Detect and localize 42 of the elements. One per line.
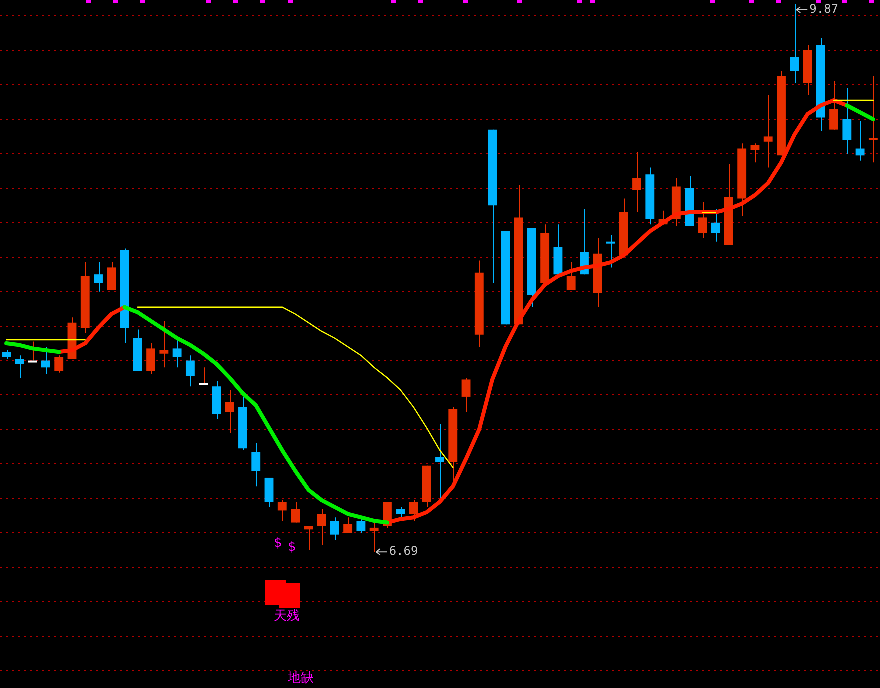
candlestick — [107, 262, 116, 291]
candlestick — [856, 120, 865, 162]
candlestick — [317, 508, 326, 546]
candlestick — [94, 262, 103, 292]
candlestick — [15, 355, 24, 379]
candlestick — [28, 341, 38, 363]
candlestick — [225, 390, 234, 434]
candlestick — [711, 208, 720, 242]
candlestick — [172, 340, 182, 368]
candlestick — [278, 500, 287, 522]
annotation: 9.87 — [810, 2, 839, 16]
candlestick — [698, 202, 708, 239]
candlestick — [344, 517, 353, 534]
candlestick — [370, 522, 379, 553]
candlestick — [632, 152, 642, 214]
text: 天残 — [274, 608, 300, 625]
candlestick — [436, 424, 444, 500]
candlestick — [409, 500, 418, 522]
candlestick — [868, 76, 878, 164]
candlestick — [146, 343, 156, 376]
candlestick — [462, 378, 471, 413]
candlestick — [160, 320, 169, 368]
candlestick — [606, 234, 616, 268]
candlestick — [54, 355, 64, 374]
candlestick — [42, 346, 50, 376]
candlestick — [764, 94, 773, 168]
candlestick — [790, 4, 800, 84]
candlestick — [186, 355, 195, 388]
candlestick — [291, 502, 300, 524]
candlestick — [842, 88, 852, 154]
annotation: $ — [288, 540, 296, 555]
candlestick — [330, 517, 340, 541]
candlestick — [396, 506, 406, 518]
annotation: 6.69 — [389, 544, 418, 558]
text: 地缺 — [288, 670, 314, 687]
candlestick — [356, 517, 366, 534]
annotation: $ — [274, 536, 282, 551]
candlestick — [750, 143, 760, 164]
candlestick — [830, 81, 838, 130]
candlestick — [252, 442, 261, 488]
candlestick — [566, 262, 576, 291]
candlestick — [304, 526, 314, 551]
